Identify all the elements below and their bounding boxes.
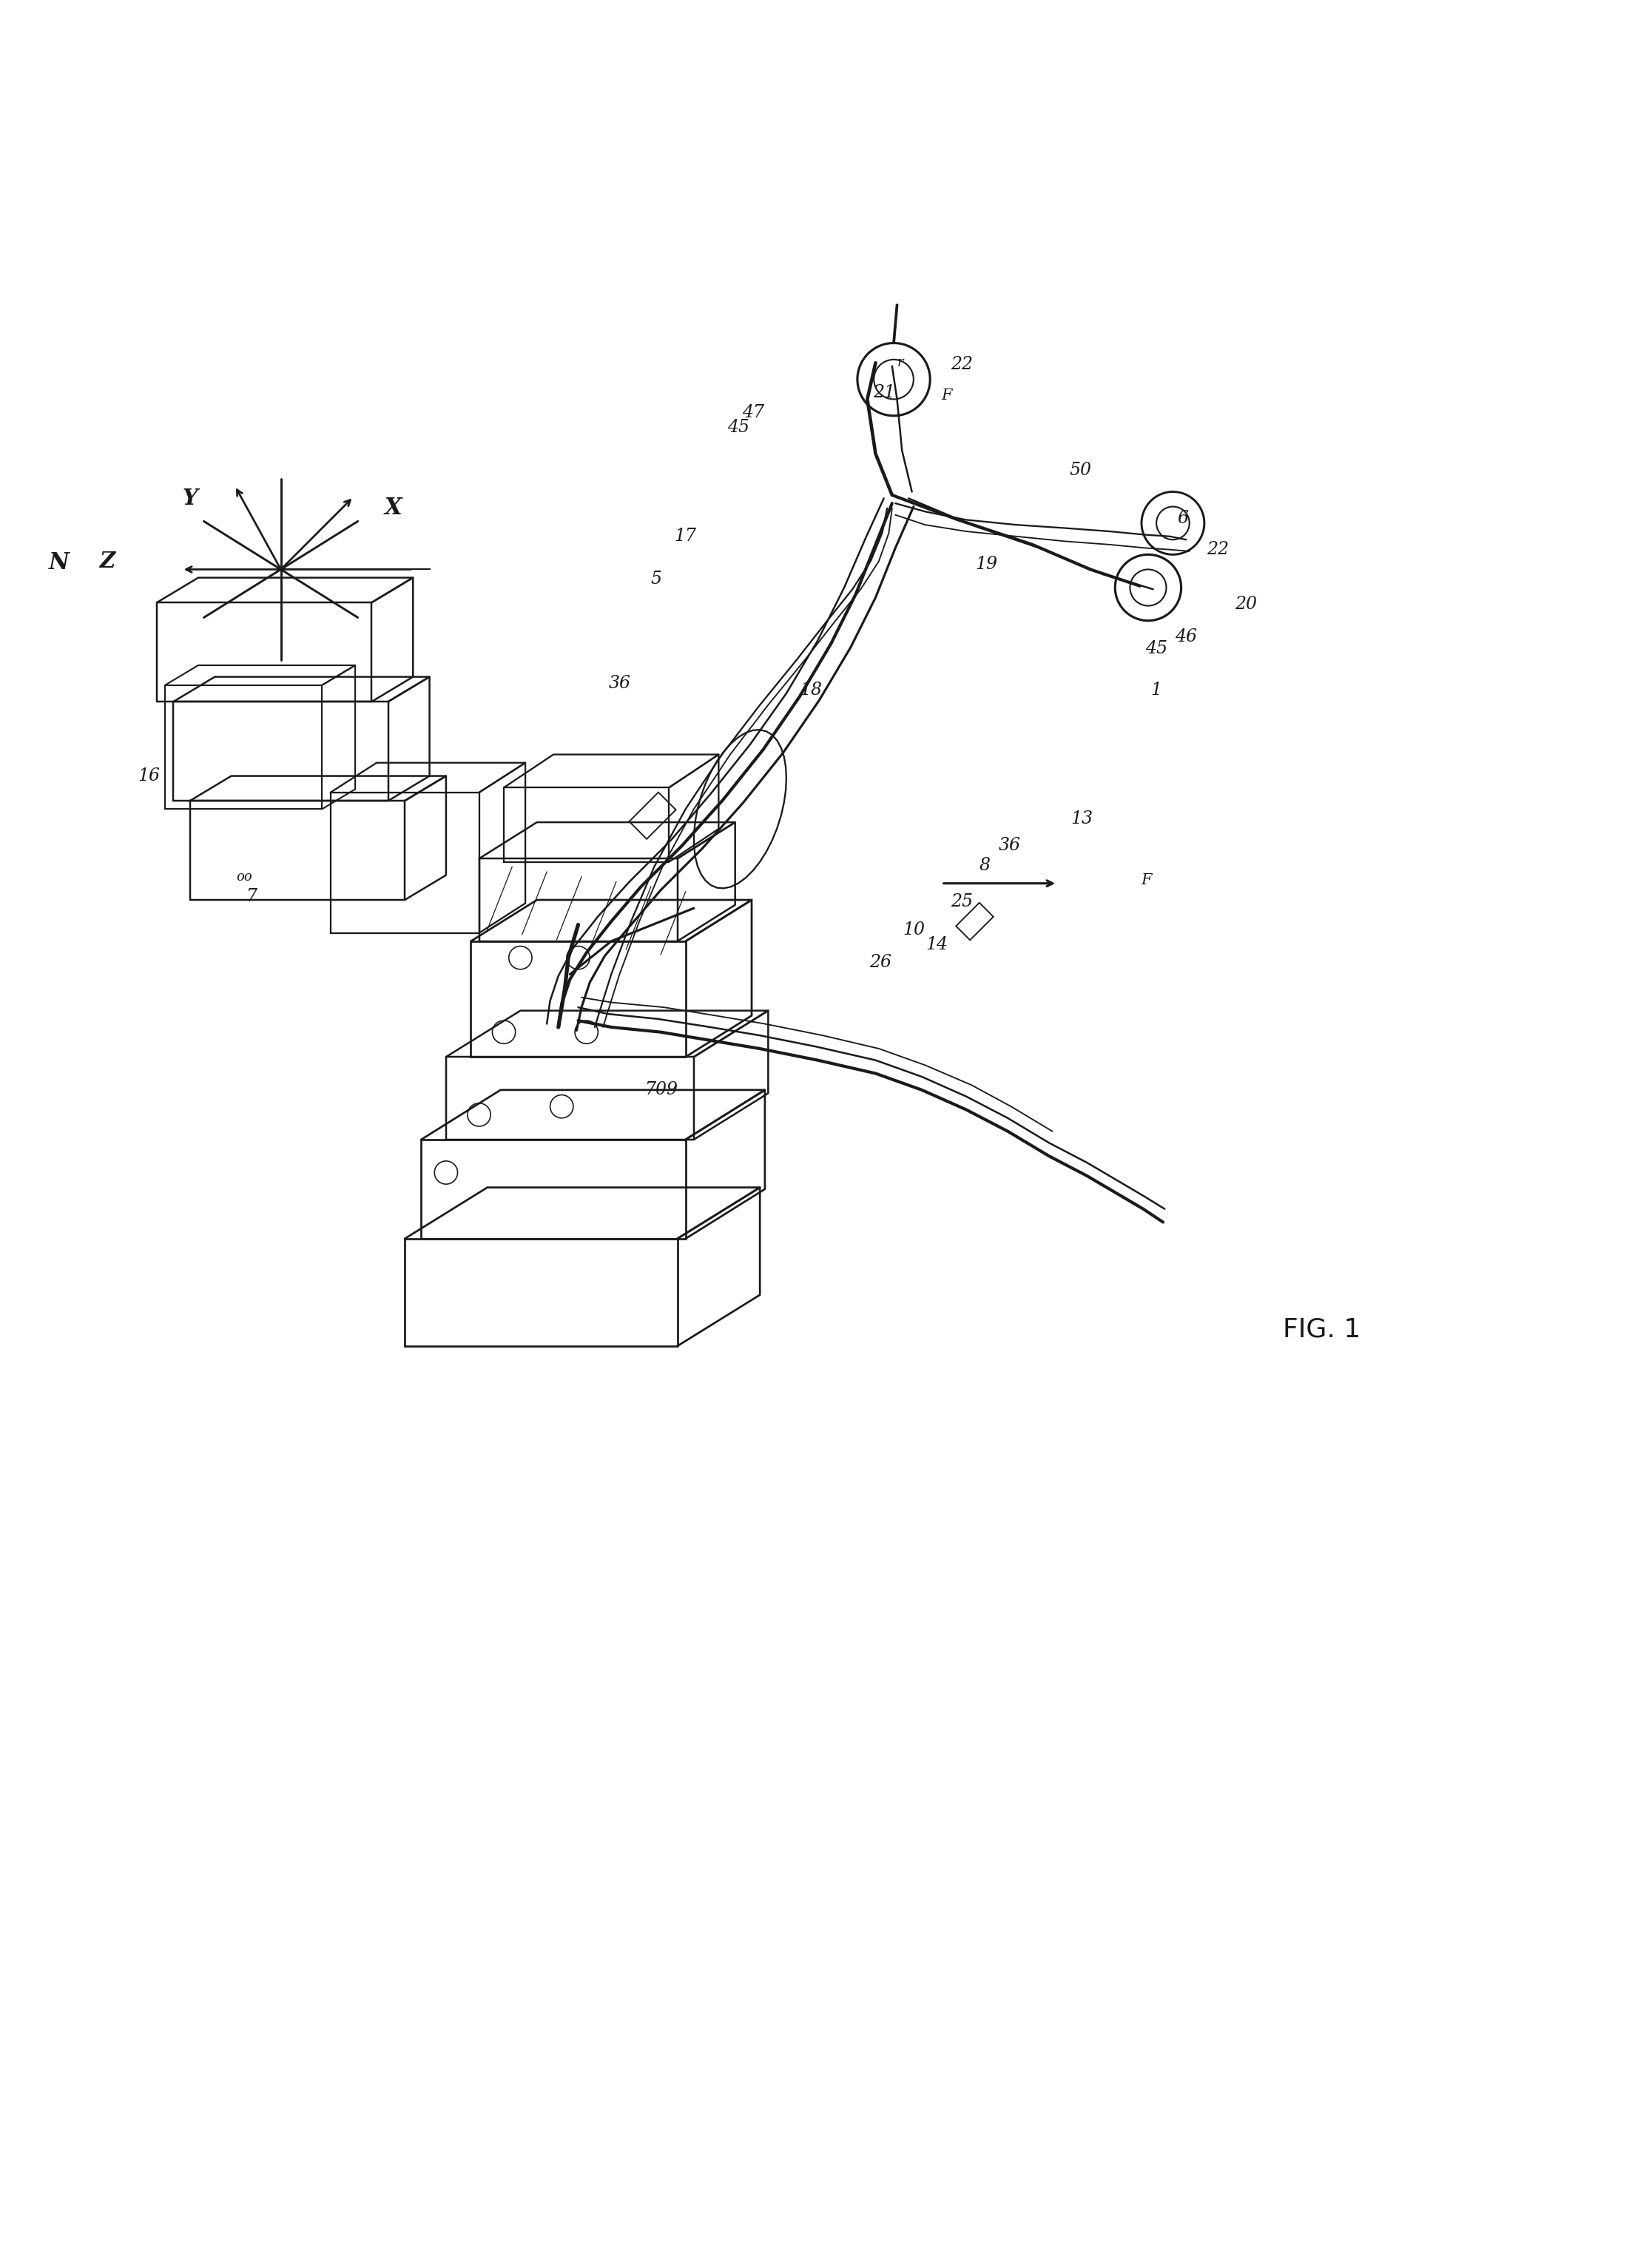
Text: 8: 8	[980, 856, 990, 874]
Text: 20: 20	[1234, 595, 1257, 613]
Text: 22: 22	[950, 357, 973, 373]
Text: 19: 19	[975, 557, 998, 573]
Text: 14: 14	[925, 937, 948, 952]
Text: 45: 45	[1145, 640, 1168, 658]
Text: N: N	[50, 550, 69, 575]
Text: 21: 21	[872, 384, 895, 402]
Text: 50: 50	[1069, 463, 1092, 478]
Text: 7: 7	[246, 887, 256, 905]
Text: X: X	[385, 496, 401, 519]
Text: 45: 45	[727, 418, 750, 436]
Text: 47: 47	[742, 404, 765, 420]
Text: F: F	[1142, 874, 1151, 887]
Text: 36: 36	[998, 838, 1021, 853]
Text: 36: 36	[608, 676, 631, 692]
Text: F: F	[942, 389, 952, 402]
Text: 6: 6	[1178, 510, 1188, 528]
Text: 1: 1	[1151, 681, 1161, 699]
Text: 13: 13	[1070, 811, 1094, 827]
Text: 22: 22	[1206, 541, 1229, 557]
Text: 26: 26	[869, 955, 892, 970]
Text: 16: 16	[137, 768, 160, 784]
Bar	[957, 903, 993, 941]
Text: r: r	[897, 357, 904, 371]
Text: 10: 10	[902, 921, 925, 939]
Text: oo: oo	[236, 869, 253, 883]
Text: 18: 18	[800, 681, 823, 699]
Text: Z: Z	[99, 550, 116, 573]
Text: 17: 17	[674, 528, 697, 546]
Text: 709: 709	[644, 1080, 677, 1098]
Text: Y: Y	[182, 487, 198, 510]
Text: 25: 25	[950, 894, 973, 910]
Bar	[629, 793, 676, 840]
Text: FIG. 1: FIG. 1	[1282, 1316, 1361, 1343]
Text: 5: 5	[651, 570, 661, 588]
Text: 46: 46	[1175, 629, 1198, 645]
